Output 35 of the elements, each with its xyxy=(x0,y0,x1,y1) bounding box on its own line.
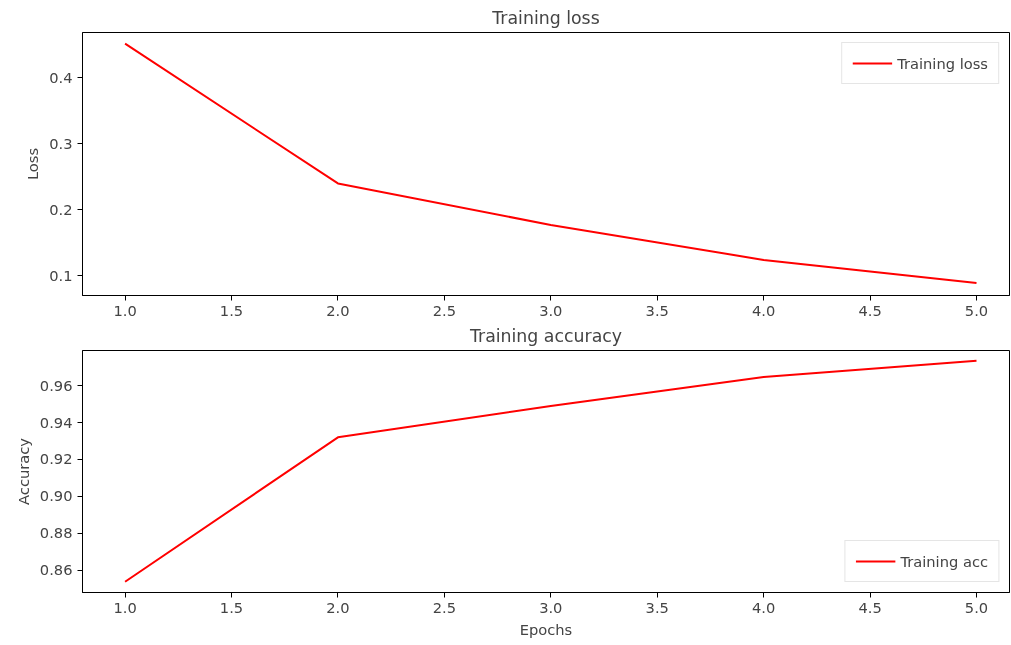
y-tick-label: 0.3 xyxy=(49,134,73,152)
y-axis-title: Loss xyxy=(24,147,42,181)
y-tick-label: 0.86 xyxy=(39,561,73,579)
x-axis-title: Epochs xyxy=(519,620,573,638)
y-tick-label: 0.92 xyxy=(39,450,73,468)
legend-label: Training loss xyxy=(897,54,988,72)
x-tick-label: 2.5 xyxy=(432,301,457,319)
y-tick-label: 0.94 xyxy=(39,413,73,431)
y-axis-title: Accuracy xyxy=(14,437,32,505)
y-tick-label: 0.90 xyxy=(39,487,73,505)
x-tick-label: 1.5 xyxy=(219,301,244,319)
x-tick-label: 4.5 xyxy=(858,598,882,616)
y-tick-label: 0.1 xyxy=(49,266,73,284)
x-tick-label: 2.0 xyxy=(326,598,350,616)
x-tick-label: 4.0 xyxy=(751,598,776,616)
x-tick-label: 5.0 xyxy=(964,598,989,616)
x-tick-label: 3.0 xyxy=(539,301,563,319)
x-tick-label: 1.0 xyxy=(113,301,137,319)
x-tick-label: 2.0 xyxy=(326,301,350,319)
x-tick-label: 4.5 xyxy=(858,301,882,319)
x-tick-label: 1.0 xyxy=(113,598,137,616)
chart-title: Training loss xyxy=(491,7,600,28)
x-tick-label: 1.5 xyxy=(219,598,244,616)
x-tick-label: 2.5 xyxy=(432,598,457,616)
y-tick-label: 0.2 xyxy=(49,200,73,218)
x-tick-label: 4.0 xyxy=(751,301,776,319)
y-tick-label: 0.96 xyxy=(39,376,73,394)
x-tick-label: 3.5 xyxy=(645,598,669,616)
y-tick-label: 0.4 xyxy=(49,68,73,86)
chart-title: Training accuracy xyxy=(468,325,623,346)
x-tick-label: 3.5 xyxy=(645,301,669,319)
x-tick-label: 3.0 xyxy=(539,598,563,616)
y-tick-label: 0.88 xyxy=(39,524,73,542)
legend-label: Training acc xyxy=(900,552,988,570)
x-tick-label: 5.0 xyxy=(964,301,989,319)
